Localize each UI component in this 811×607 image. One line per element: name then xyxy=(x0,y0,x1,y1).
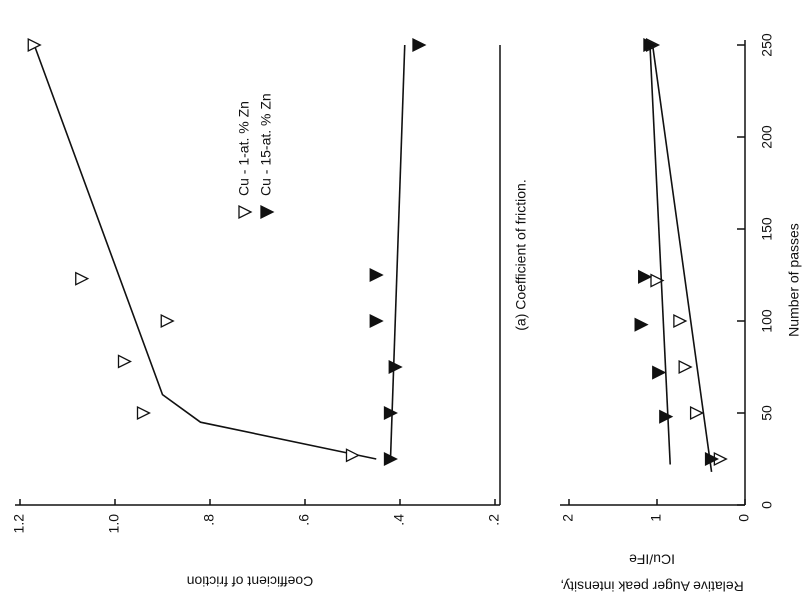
y-tick-label: .6 xyxy=(296,514,312,526)
data-point xyxy=(369,267,384,283)
y-tick-label: 2 xyxy=(560,514,576,522)
fit-line xyxy=(651,44,713,472)
x-tick-label: 250 xyxy=(759,33,775,57)
data-point xyxy=(412,37,427,53)
y-tick-label: 1 xyxy=(648,514,664,522)
y-tick-label: 0 xyxy=(736,514,752,522)
x-axis-title: Number of passes xyxy=(786,223,802,337)
data-point xyxy=(643,37,658,53)
data-point xyxy=(160,313,175,329)
data-point xyxy=(369,313,384,329)
x-tick-label: 100 xyxy=(759,309,775,333)
x-tick-label: 150 xyxy=(759,217,775,241)
data-point xyxy=(689,405,705,421)
caption: (a) Coefficient of friction. xyxy=(513,179,529,330)
x-tick-label: 200 xyxy=(759,125,775,149)
data-point xyxy=(117,354,132,369)
data-point xyxy=(383,405,398,421)
data-point xyxy=(345,448,360,463)
legend-marker xyxy=(260,204,275,220)
data-point xyxy=(704,451,720,467)
data-point xyxy=(388,359,403,375)
data-point xyxy=(673,313,688,329)
data-point xyxy=(27,37,42,53)
fit-line xyxy=(389,44,406,460)
legend-label: Cu - 1-at. % Zn xyxy=(236,101,252,196)
y-tick-label: .8 xyxy=(201,514,217,526)
y-tick-label: 1.0 xyxy=(106,514,122,534)
fit-line xyxy=(33,44,377,460)
x-tick-label: 50 xyxy=(759,405,775,421)
data-point xyxy=(383,451,398,467)
data-point xyxy=(136,405,151,421)
y-axis-title: ICu/IFe xyxy=(629,551,675,567)
y-tick-label: .4 xyxy=(391,514,407,526)
fit-line xyxy=(649,44,671,465)
y-axis-title: Relative Auger peak intensity, xyxy=(560,578,743,594)
legend-label: Cu - 15-at. % Zn xyxy=(258,93,274,196)
legend-marker xyxy=(238,204,253,220)
x-tick-label: 0 xyxy=(759,501,775,509)
y-tick-label: 1.2 xyxy=(11,514,27,534)
data-point xyxy=(650,273,665,288)
data-point xyxy=(75,271,90,286)
data-point xyxy=(634,317,649,332)
data-point xyxy=(638,269,653,284)
data-point xyxy=(652,365,667,380)
data-point xyxy=(678,359,693,375)
data-point xyxy=(659,409,674,424)
y-tick-label: .2 xyxy=(486,514,502,526)
y-axis-title: Coefficient of friction xyxy=(187,573,314,589)
